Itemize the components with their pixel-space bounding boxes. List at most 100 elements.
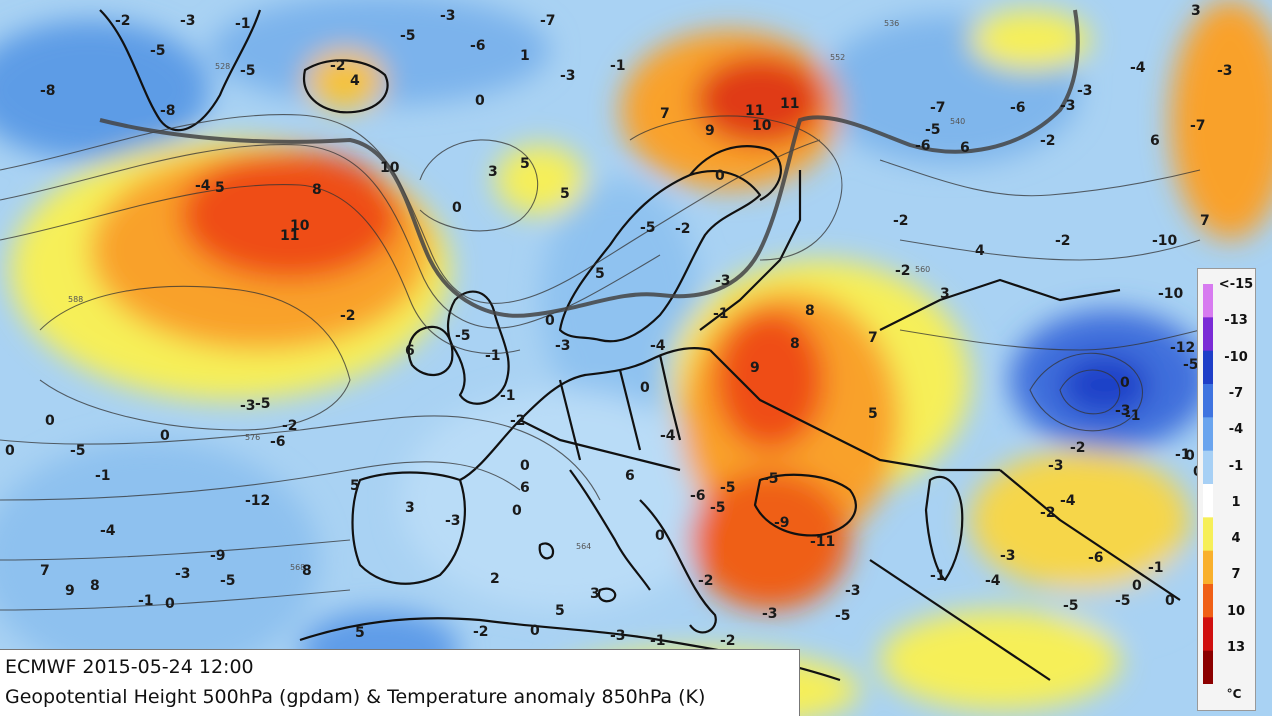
anomaly-label: -1 [1148, 560, 1164, 576]
anomaly-label: 6 [960, 140, 970, 156]
anomaly-label: -2 [1070, 440, 1086, 456]
color-scale-swatch [1203, 284, 1213, 318]
anomaly-label: 5 [520, 156, 530, 172]
anomaly-label: -3 [1217, 63, 1233, 79]
anomaly-label: -3 [610, 628, 626, 644]
anomaly-label: -7 [930, 100, 946, 116]
anomaly-label: 3 [488, 164, 498, 180]
anomaly-label: -6 [915, 138, 931, 154]
anomaly-label: 9 [65, 583, 75, 599]
anomaly-label: 9 [750, 360, 760, 376]
anomaly-label: -5 [455, 328, 471, 344]
color-scale-tick: 1 [1231, 494, 1241, 510]
anomaly-label: -2 [510, 413, 526, 429]
anomaly-label: -4 [985, 573, 1001, 589]
anomaly-label: 3 [1191, 3, 1201, 19]
anomaly-label: 4 [350, 73, 360, 89]
anomaly-label: 3 [590, 586, 600, 602]
anomaly-label: -2 [1040, 133, 1056, 149]
anomaly-label: 0 [655, 528, 665, 544]
anomaly-label: 6 [625, 468, 635, 484]
anomaly-label: -3 [440, 8, 456, 24]
anomaly-label: -6 [1010, 100, 1026, 116]
anomaly-label: -3 [1048, 458, 1064, 474]
anomaly-label: -5 [835, 608, 851, 624]
anomaly-label: -1 [1125, 408, 1141, 424]
color-scale-swatch [1203, 417, 1213, 452]
anomaly-label: -5 [70, 443, 86, 459]
anomaly-label: -2 [1055, 233, 1071, 249]
color-scale-swatch [1203, 350, 1213, 385]
anomaly-label: 5 [560, 186, 570, 202]
height-label: 564 [576, 542, 591, 551]
anomaly-label: 11 [280, 228, 299, 244]
height-label: 540 [950, 117, 965, 126]
anomaly-label: 5 [350, 478, 360, 494]
anomaly-label: 8 [312, 182, 322, 198]
anomaly-label: -10 [1152, 233, 1178, 249]
reference-contour-552 [99, 9, 1080, 318]
anomaly-label: -4 [1130, 60, 1146, 76]
anomaly-label: -1 [235, 16, 251, 32]
height-label: 560 [915, 265, 930, 274]
anomaly-label: -4 [660, 428, 676, 444]
anomaly-label: -3 [180, 13, 196, 29]
anomaly-label: -1 [610, 58, 626, 74]
color-scale-swatch [1203, 517, 1213, 552]
anomaly-label: -7 [540, 13, 556, 29]
anomaly-label: 2 [490, 571, 500, 587]
color-scale-tick: 4 [1231, 531, 1241, 547]
anomaly-label: -5 [720, 480, 736, 496]
anomaly-label: 6 [520, 480, 530, 496]
anomaly-label: -4 [195, 178, 211, 194]
anomaly-label: -5 [925, 122, 941, 138]
anomaly-label: -1 [500, 388, 516, 404]
anomaly-label: 0 [475, 93, 485, 109]
anomaly-label: -3 [240, 398, 256, 414]
color-scale-tick: -10 [1224, 349, 1248, 365]
anomaly-label: -3 [1000, 548, 1016, 564]
anomaly-label: -8 [160, 103, 176, 119]
anomaly-label: -1 [138, 593, 154, 609]
map-subtitle: Geopotential Height 500hPa (gpdam) & Tem… [5, 686, 706, 708]
height-label: 568 [290, 563, 305, 572]
anomaly-label: 7 [40, 563, 50, 579]
anomaly-label: 8 [790, 336, 800, 352]
anomaly-label: 10 [752, 118, 772, 134]
color-scale-tick: 7 [1231, 567, 1241, 583]
anomaly-label: -2 [698, 573, 714, 589]
anomaly-label: 0 [5, 443, 15, 459]
color-scale-swatch [1203, 450, 1213, 485]
anomaly-label: -6 [1088, 550, 1104, 566]
anomaly-label: 5 [215, 180, 225, 196]
anomaly-label: -5 [255, 396, 271, 412]
anomaly-label: 0 [512, 503, 522, 519]
map-title-box: ECMWF 2015-05-24 12:00 Geopotential Heig… [0, 649, 800, 716]
anomaly-label: -2 [115, 13, 131, 29]
anomaly-label: 7 [660, 106, 670, 122]
anomaly-label: -6 [690, 488, 706, 504]
anomaly-label: -5 [640, 220, 656, 236]
anomaly-label: 0 [1120, 375, 1130, 391]
anomaly-label: -1 [930, 568, 946, 584]
color-scale-swatch [1203, 484, 1213, 518]
color-scale-unit: °C [1226, 687, 1242, 701]
anomaly-label: 5 [868, 406, 878, 422]
anomaly-label: -9 [210, 548, 226, 564]
anomaly-label: 5 [355, 625, 365, 641]
color-scale-swatch [1203, 617, 1213, 652]
anomaly-label: 3 [940, 286, 950, 302]
anomaly-label: -1 [485, 348, 501, 364]
anomaly-label: -8 [40, 83, 56, 99]
anomaly-label: 0 [165, 596, 175, 612]
color-scale-tick: 10 [1226, 603, 1246, 619]
anomaly-label: -5 [1183, 357, 1199, 373]
anomaly-label: 0 [160, 428, 170, 444]
anomaly-label: 3 [405, 500, 415, 516]
anomaly-label: -3 [715, 273, 731, 289]
anomaly-label: 6 [1150, 133, 1160, 149]
anomaly-label: 8 [302, 563, 312, 579]
anomaly-label: -2 [282, 418, 298, 434]
color-scale-swatch [1203, 317, 1213, 352]
